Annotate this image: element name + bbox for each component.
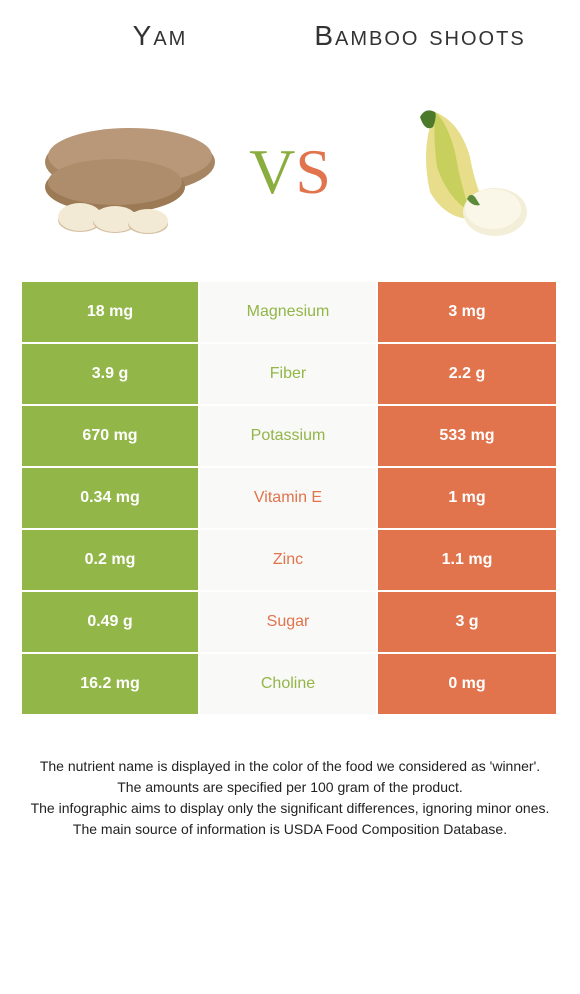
value-left: 0.49 g	[22, 592, 200, 652]
vs-v: V	[249, 135, 295, 209]
value-left: 18 mg	[22, 282, 200, 342]
yam-image	[20, 92, 220, 252]
footer-line: The amounts are specified per 100 gram o…	[22, 777, 558, 798]
footer-line: The nutrient name is displayed in the co…	[22, 756, 558, 777]
title-right: Bamboo shoots	[290, 21, 550, 52]
vs-s: S	[295, 135, 331, 209]
nutrient-table: 18 mgMagnesium3 mg3.9 gFiber2.2 g670 mgP…	[22, 282, 558, 716]
nutrient-label: Fiber	[200, 344, 378, 404]
nutrient-label: Magnesium	[200, 282, 378, 342]
table-row: 18 mgMagnesium3 mg	[22, 282, 558, 344]
value-right: 0 mg	[378, 654, 556, 714]
table-row: 3.9 gFiber2.2 g	[22, 344, 558, 406]
value-right: 1 mg	[378, 468, 556, 528]
title-left: Yam	[30, 20, 290, 52]
value-right: 2.2 g	[378, 344, 556, 404]
footer-line: The infographic aims to display only the…	[22, 798, 558, 819]
value-left: 0.34 mg	[22, 468, 200, 528]
value-right: 1.1 mg	[378, 530, 556, 590]
value-left: 670 mg	[22, 406, 200, 466]
table-row: 670 mgPotassium533 mg	[22, 406, 558, 468]
table-row: 0.34 mgVitamin E1 mg	[22, 468, 558, 530]
nutrient-label: Sugar	[200, 592, 378, 652]
value-right: 3 g	[378, 592, 556, 652]
image-row: VS	[0, 62, 580, 282]
header: Yam Bamboo shoots	[0, 0, 580, 62]
table-row: 0.49 gSugar3 g	[22, 592, 558, 654]
value-left: 3.9 g	[22, 344, 200, 404]
table-row: 0.2 mgZinc1.1 mg	[22, 530, 558, 592]
footer-notes: The nutrient name is displayed in the co…	[0, 716, 580, 860]
value-right: 533 mg	[378, 406, 556, 466]
value-left: 16.2 mg	[22, 654, 200, 714]
table-row: 16.2 mgCholine0 mg	[22, 654, 558, 716]
value-right: 3 mg	[378, 282, 556, 342]
nutrient-label: Potassium	[200, 406, 378, 466]
nutrient-label: Vitamin E	[200, 468, 378, 528]
bamboo-image	[360, 92, 560, 252]
value-left: 0.2 mg	[22, 530, 200, 590]
nutrient-label: Zinc	[200, 530, 378, 590]
nutrient-label: Choline	[200, 654, 378, 714]
footer-line: The main source of information is USDA F…	[22, 819, 558, 840]
vs-label: VS	[249, 135, 331, 209]
